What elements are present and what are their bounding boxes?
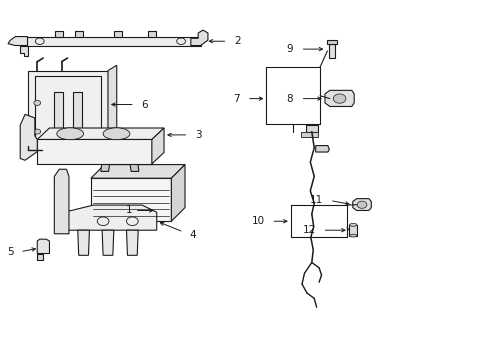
Text: 12: 12 [302, 225, 316, 235]
Polygon shape [126, 230, 138, 255]
Polygon shape [102, 230, 114, 255]
Polygon shape [91, 178, 171, 221]
Text: 1: 1 [125, 206, 132, 216]
Polygon shape [315, 145, 329, 152]
Text: 9: 9 [286, 44, 293, 54]
Text: 8: 8 [286, 94, 293, 104]
Polygon shape [148, 31, 156, 37]
Polygon shape [101, 163, 109, 171]
Text: 3: 3 [194, 130, 201, 140]
Polygon shape [64, 205, 157, 230]
Ellipse shape [57, 128, 83, 140]
Polygon shape [37, 139, 152, 164]
Text: 4: 4 [189, 230, 196, 239]
Polygon shape [75, 31, 82, 37]
Polygon shape [352, 199, 370, 211]
Polygon shape [78, 230, 89, 255]
Ellipse shape [103, 128, 130, 140]
Polygon shape [152, 128, 163, 164]
Polygon shape [54, 92, 63, 132]
Polygon shape [20, 37, 200, 45]
Circle shape [356, 201, 366, 208]
Polygon shape [171, 165, 184, 221]
Polygon shape [37, 253, 43, 260]
Polygon shape [327, 40, 336, 44]
Polygon shape [190, 30, 207, 45]
Polygon shape [73, 92, 81, 132]
Polygon shape [54, 169, 69, 234]
Polygon shape [37, 239, 49, 253]
Text: 5: 5 [7, 247, 13, 257]
Polygon shape [305, 125, 317, 132]
Polygon shape [20, 114, 37, 160]
Bar [300, 132, 318, 137]
Circle shape [34, 129, 41, 134]
Text: 2: 2 [233, 36, 240, 46]
Text: 6: 6 [141, 99, 147, 109]
Polygon shape [329, 44, 334, 58]
Text: 7: 7 [232, 94, 239, 104]
Polygon shape [8, 37, 27, 45]
Polygon shape [37, 128, 163, 139]
Polygon shape [348, 225, 356, 235]
Ellipse shape [349, 224, 356, 226]
Polygon shape [114, 31, 122, 37]
Text: 10: 10 [251, 216, 264, 226]
Polygon shape [91, 165, 184, 178]
Polygon shape [108, 65, 117, 146]
Ellipse shape [349, 234, 356, 237]
Polygon shape [27, 71, 108, 146]
Polygon shape [130, 163, 139, 171]
Circle shape [332, 94, 345, 103]
Circle shape [34, 100, 41, 105]
Polygon shape [325, 90, 353, 107]
Polygon shape [55, 31, 63, 37]
Text: 11: 11 [309, 195, 323, 206]
Polygon shape [20, 45, 27, 56]
